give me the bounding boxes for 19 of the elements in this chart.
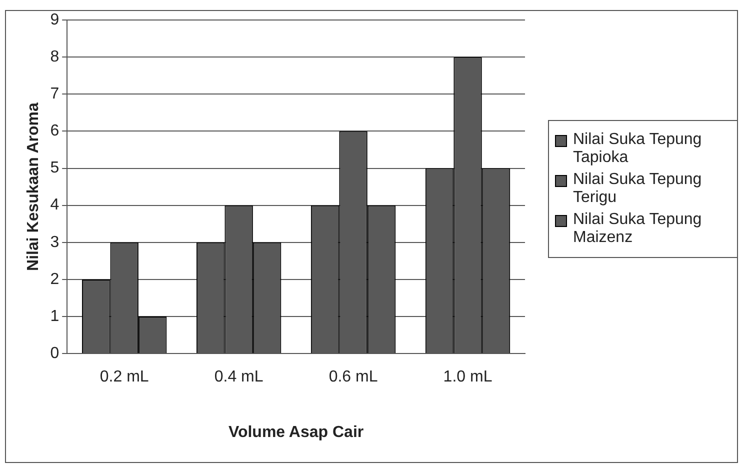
x-tick-label: 1.0 mL: [443, 368, 492, 386]
y-tick-label: 4: [50, 196, 60, 214]
y-axis-title: Nilai Kesukaan Aroma: [25, 102, 42, 271]
legend-label: Nilai Suka Tepung Tapioka: [573, 131, 703, 167]
y-tick-label: 7: [50, 86, 60, 103]
y-tick-label: 8: [50, 48, 60, 66]
y-tick-label: 3: [50, 234, 60, 251]
y-tick-label: 5: [50, 160, 60, 177]
y-tick-label: 2: [50, 270, 60, 288]
y-tick-label: 6: [50, 122, 60, 140]
x-axis-title: Volume Asap Cair: [228, 424, 364, 441]
x-tick-label: 0.6 mL: [328, 368, 378, 386]
legend-label: Nilai Suka Tepung Maizenz: [573, 211, 703, 247]
x-tick-label: 0.4 mL: [214, 368, 264, 386]
legend-label: Nilai Suka Tepung Terigu: [573, 171, 703, 207]
y-tick-label: 1: [50, 308, 60, 325]
x-tick-label: 0.2 mL: [100, 368, 149, 386]
y-tick-label: 0: [50, 345, 60, 362]
y-tick-label: 9: [50, 11, 60, 28]
